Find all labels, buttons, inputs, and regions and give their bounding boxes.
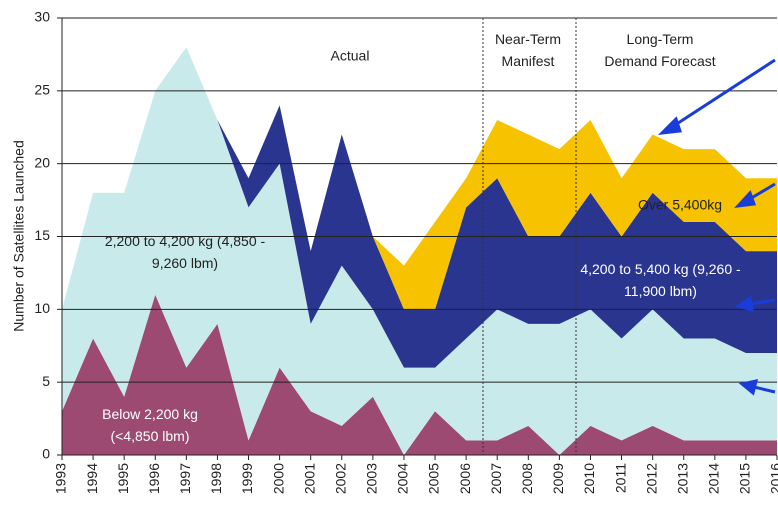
y-tick-label: 25 [34,82,50,98]
x-tick-label: 2013 [674,463,690,494]
x-tick-label: 1999 [239,463,255,494]
y-tick-label: 0 [42,446,50,462]
x-tick-label: 2012 [643,463,659,494]
annotation-text: Near-Term Manifest [494,31,562,69]
x-tick-label: 2014 [706,463,722,494]
annotation: Near-Term Manifest [494,31,562,69]
x-tick-label: 2002 [332,463,348,494]
y-tick-label: 20 [34,154,50,170]
x-tick-label: 1997 [177,463,193,494]
area [62,294,777,455]
x-tick-label: 1993 [53,463,69,494]
series-label: Below 2,200 kg (<4,850 lbm) [102,406,198,444]
x-tick-label: 2005 [426,463,442,494]
x-tick-label: 2007 [488,463,504,494]
annotation: Long-Term Demand Forecast [604,31,716,69]
y-tick-label: 10 [34,300,50,316]
arrow [671,58,776,129]
x-tick-label: 1996 [146,463,162,494]
x-tick-label: 1998 [208,463,224,494]
series-label-text: Below 2,200 kg (<4,850 lbm) [102,406,198,444]
x-tick-label: 2016 [768,463,778,494]
series-label-text: 4,200 to 5,400 kg (9,260 - 11,900 lbm) [580,261,741,299]
arrow-head [734,190,757,208]
x-tick-label: 2008 [519,463,535,494]
x-tick-label: 2011 [612,463,628,493]
series-label: 2,200 to 4,200 kg (4,850 - 9,260 lbm) [104,233,266,271]
grid: 0 5 10 15 20 25 30 1993 1994 1995 1996 1997 1998 1999… [34,9,778,494]
area [62,47,777,368]
x-tick-label: 2009 [550,463,566,494]
y-tick-label: 15 [34,227,50,243]
arrow-head [734,295,754,313]
y-axis-label: Number of Satellites Launched [11,140,27,331]
arrow [749,298,776,306]
x-tick-label: 2003 [364,463,380,494]
x-tick-label: 2010 [581,463,597,494]
annotation: Actual [331,48,370,64]
arrows [657,58,776,396]
arrow-head [738,379,759,396]
x-tick-label: 2004 [395,463,411,494]
x-tick-label: 1995 [115,463,131,494]
x-tick-label: 2000 [270,463,286,494]
x-tick-label: 2001 [301,463,317,494]
area [62,47,777,456]
y-tick-label: 30 [34,9,50,25]
arrow-head [657,116,683,135]
x-tick-label: 1994 [84,463,100,494]
series-label-text: 2,200 to 4,200 kg (4,850 - 9,260 lbm) [104,233,266,271]
x-tick-label: 2006 [457,463,473,494]
arrow [753,385,776,394]
series-label: Over 5,400kg [638,197,722,213]
annotation-text: Long-Term Demand Forecast [604,31,716,69]
area [62,47,777,310]
areas [62,47,777,456]
x-tick-label: 2015 [737,463,753,494]
y-tick-label: 5 [42,373,50,389]
series-label: 4,200 to 5,400 kg (9,260 - 11,900 lbm) [580,261,741,299]
